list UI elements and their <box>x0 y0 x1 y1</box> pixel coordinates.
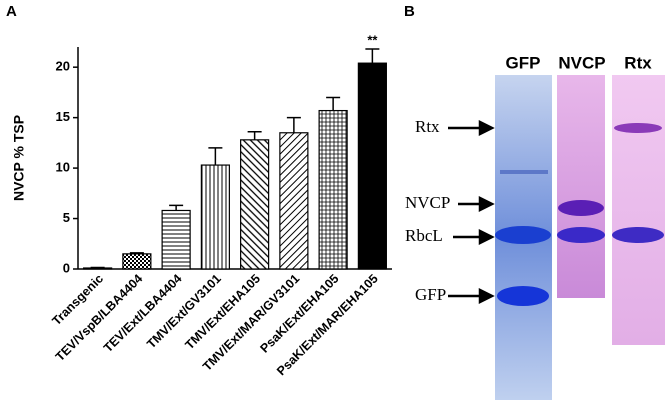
marker-label: GFP <box>415 285 446 304</box>
gel-band <box>614 123 662 133</box>
y-tick-label: 5 <box>63 210 70 225</box>
gel-image: GFP NVCP Rtx Rtx NVCP RbcL GFP <box>405 53 665 400</box>
gel-lane <box>612 75 665 345</box>
bar <box>161 209 191 270</box>
gel-band <box>558 200 604 216</box>
lane-label: NVCP <box>558 53 605 72</box>
x-tick-label: TMV/Ext/GV3101 <box>144 272 224 352</box>
bar-chart: 05101520TransgenicTEV/VspB/LBA4404TEV/Ex… <box>50 32 392 378</box>
gel-band <box>495 226 551 244</box>
error-bar <box>286 116 301 133</box>
marker-label: NVCP <box>405 193 450 212</box>
error-bar <box>247 131 262 140</box>
y-tick-label: 15 <box>56 109 70 124</box>
bar <box>240 139 270 270</box>
marker-label: RbcL <box>405 226 443 245</box>
bar <box>357 62 387 270</box>
bar <box>318 109 348 270</box>
lane-label: Rtx <box>624 53 652 72</box>
error-bar <box>208 147 223 166</box>
y-axis-label: NVCP % TSP <box>11 115 27 201</box>
bar <box>279 132 309 270</box>
gel-lane <box>557 75 605 298</box>
bar <box>122 253 152 270</box>
error-bar <box>90 266 105 269</box>
gel-band <box>612 227 664 243</box>
lane-label: GFP <box>506 53 541 72</box>
panel-label: B <box>404 3 415 20</box>
gel-band <box>500 170 548 174</box>
error-bar <box>129 252 144 254</box>
gel-band <box>557 227 605 243</box>
gel-band <box>497 286 549 306</box>
panel-label: A <box>6 3 17 20</box>
y-tick-label: 10 <box>56 160 70 175</box>
marker-label: Rtx <box>415 117 440 136</box>
error-bar <box>169 204 184 211</box>
y-tick-label: 0 <box>63 260 70 275</box>
bar <box>200 164 230 270</box>
y-tick-label: 20 <box>56 59 70 74</box>
annotation: ** <box>367 32 378 47</box>
error-bar <box>326 96 341 111</box>
error-bar <box>365 48 380 64</box>
